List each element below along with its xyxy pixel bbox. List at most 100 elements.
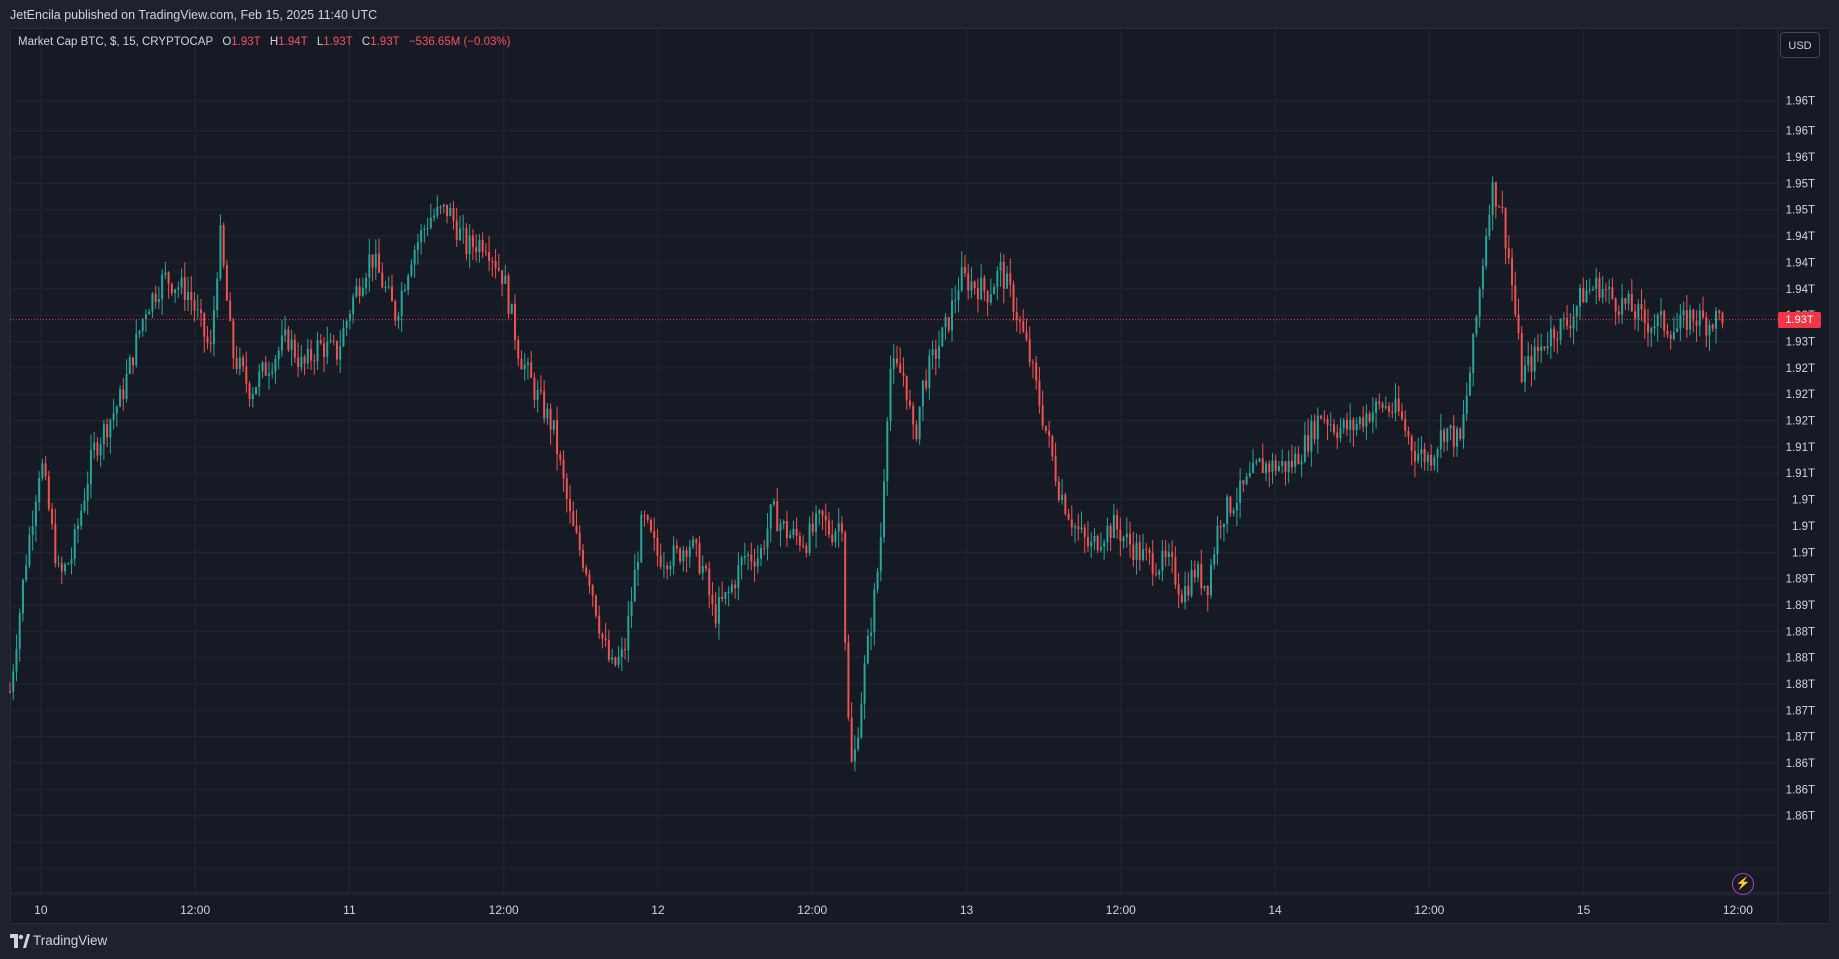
price-axis[interactable]: 1.96T 1.96T 1.96T 1.95T 1.95T 1.94T 1.94T 1.94T… [1786, 96, 1815, 823]
candle-body [1294, 453, 1297, 468]
candle-body [51, 508, 54, 525]
candle-body [633, 569, 636, 602]
price-axis-label: 1.86T [1786, 758, 1815, 770]
candle-body [1148, 549, 1151, 554]
currency-button[interactable]: USD [1780, 32, 1820, 58]
candle-body [840, 523, 843, 533]
candle-body [290, 339, 293, 350]
candle-body [1634, 311, 1637, 319]
candle-body [60, 563, 63, 572]
candle-body [649, 519, 652, 532]
candle-body [303, 356, 306, 364]
candle-body [1685, 310, 1688, 330]
time-axis-label: 12:00 [797, 903, 827, 917]
candle-body [1329, 424, 1332, 426]
time-axis-label: 12:00 [1414, 903, 1444, 917]
candle-body [1556, 338, 1559, 340]
candle-body [1520, 332, 1523, 383]
candle-body [1320, 415, 1323, 419]
candle-body [611, 657, 614, 660]
candle-body [1695, 320, 1698, 326]
candle-body [1430, 454, 1433, 466]
candle-body [860, 703, 863, 738]
candle-body [478, 239, 481, 253]
price-axis-label: 1.93T [1786, 336, 1815, 348]
candle-body [284, 329, 287, 336]
candle-body [818, 510, 821, 514]
candle-body [941, 327, 944, 347]
candle-body [666, 565, 669, 570]
candle-body [177, 287, 180, 290]
chart-frame[interactable] [10, 28, 1830, 924]
candle-body [805, 546, 808, 554]
candle-body [394, 301, 397, 321]
candle-body [743, 555, 746, 558]
price-axis-label: 1.94T [1786, 257, 1815, 269]
candle-body [44, 463, 47, 477]
time-axis[interactable]: 10 12:00 11 12:00 12 12:00 13 12:00 14 12:00 15 12:… [34, 903, 1753, 917]
candle-body [232, 320, 235, 359]
candle-body [384, 286, 387, 288]
candle-body [1621, 298, 1624, 315]
candle-body [1585, 290, 1588, 303]
candle-body [225, 265, 228, 301]
candle-body [902, 372, 905, 376]
candle-body [1559, 319, 1562, 340]
candle-body [682, 550, 685, 562]
candle-body [174, 289, 177, 294]
price-axis-label: 1.94T [1786, 284, 1815, 296]
grid-lines [10, 28, 1830, 924]
candle-body [1436, 449, 1439, 458]
lightning-bolt-icon[interactable]: ⚡ [1732, 873, 1754, 895]
candle-body [886, 421, 889, 482]
candle-body [675, 545, 678, 549]
candle-body [1663, 311, 1666, 331]
candle-body [339, 346, 342, 360]
candle-body [756, 558, 759, 567]
candle-body [102, 424, 105, 445]
candle-body [209, 342, 212, 345]
candle-body [1135, 542, 1138, 560]
candle-body [620, 648, 623, 657]
candle-body [352, 296, 355, 314]
candle-body [125, 373, 128, 399]
candle-body [986, 291, 989, 303]
candle-body [857, 737, 860, 750]
candle-body [1018, 319, 1021, 322]
candle-body [637, 562, 640, 570]
candle-body [76, 525, 79, 530]
candle-body [1572, 316, 1575, 329]
candle-body [18, 613, 21, 649]
time-axis-label: 12:00 [489, 903, 519, 917]
candle-body [1498, 206, 1501, 208]
candle-body [931, 349, 934, 356]
candle-body [1345, 419, 1348, 430]
candle-body [1546, 346, 1549, 349]
candle-body [1637, 304, 1640, 319]
time-axis-label: 12 [651, 903, 665, 917]
tradingview-logo-icon[interactable] [10, 934, 30, 948]
candle-body [1514, 285, 1517, 315]
candle-body [313, 360, 316, 362]
candle-body [1407, 431, 1410, 437]
candle-body [1083, 527, 1086, 537]
candle-body [28, 534, 31, 566]
legend-symbol[interactable]: Market Cap BTC, $, 15, CRYPTOCAP [18, 36, 214, 48]
candle-body [1028, 339, 1031, 363]
candle-body [151, 293, 154, 312]
candle-body [870, 632, 873, 636]
candle-body [365, 277, 368, 288]
candle-body [1067, 513, 1070, 520]
candle-body [242, 357, 245, 367]
price-axis-label: 1.96T [1786, 96, 1815, 108]
candle-body [144, 314, 147, 320]
candle-body [429, 217, 432, 228]
candle-body [255, 387, 258, 394]
footer-brand[interactable]: TradingView [33, 933, 108, 948]
candle-body [1281, 461, 1284, 466]
candle-body [400, 290, 403, 316]
candle-body [25, 565, 28, 580]
candle-body [446, 204, 449, 216]
candle-body [1252, 462, 1255, 473]
